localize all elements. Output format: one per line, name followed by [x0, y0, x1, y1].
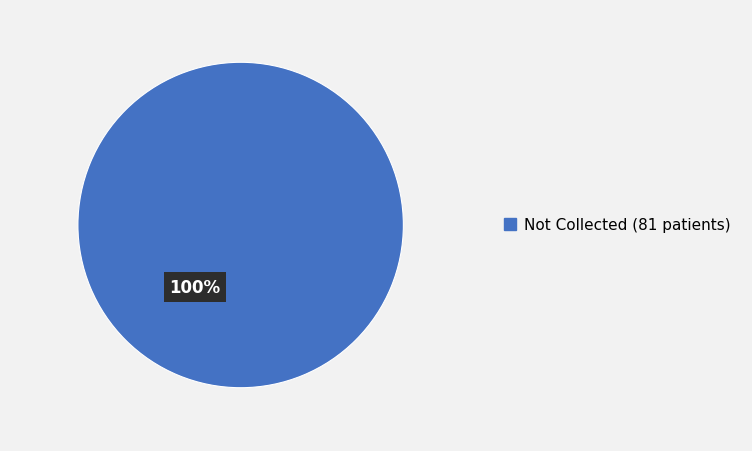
- Wedge shape: [78, 63, 403, 388]
- Text: 100%: 100%: [169, 278, 220, 296]
- Legend: Not Collected (81 patients): Not Collected (81 patients): [498, 212, 737, 239]
